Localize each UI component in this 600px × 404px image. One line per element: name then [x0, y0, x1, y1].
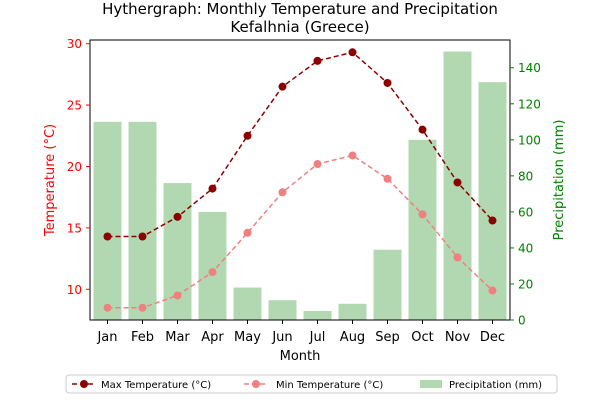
- x-tick-label-feb: Feb: [131, 330, 154, 345]
- left-tick-label: 20: [67, 160, 82, 174]
- max-temp-point-oct: [418, 125, 427, 134]
- legend-box: [65, 374, 558, 394]
- x-tick-label-jan: Jan: [96, 330, 117, 345]
- x-tick-label-oct: Oct: [411, 330, 433, 345]
- x-axis-label: Month: [280, 349, 321, 364]
- min-temp-point-aug: [348, 151, 357, 160]
- max-temp-point-apr: [208, 184, 217, 193]
- precipitation-bar-oct: [408, 139, 437, 320]
- legend-precipitation-swatch: [420, 380, 442, 388]
- min-temp-point-feb: [138, 303, 147, 312]
- min-temp-point-dec: [488, 286, 497, 295]
- left-axis: 10 15 20 25 30: [67, 37, 90, 297]
- legend-min-temp-marker: [252, 380, 260, 388]
- x-tick-label-nov: Nov: [445, 330, 471, 345]
- left-tick-label: 10: [67, 283, 82, 297]
- precipitation-bars: [93, 51, 507, 321]
- min-temp-point-nov: [453, 253, 462, 262]
- left-axis-label: Temperature (°C): [43, 124, 58, 237]
- right-tick-label: 120: [518, 97, 541, 111]
- precipitation-bar-mar: [163, 183, 192, 320]
- max-temp-point-jun: [278, 82, 287, 91]
- right-tick-label: 60: [518, 205, 533, 219]
- max-temp-point-jul: [313, 56, 322, 65]
- bottom-axis: Jan Feb Mar Apr May Jun Jul Aug Sep Oct Nov Dec: [96, 320, 505, 345]
- legend-max-temp-marker: [80, 380, 88, 388]
- precipitation-bar-jun: [268, 300, 297, 320]
- x-tick-label-jul: Jul: [309, 330, 326, 345]
- right-axis: 0 20 40 60 80 100 120 140: [510, 61, 541, 328]
- chart-title: Hythergraph: Monthly Temperature and Pre…: [102, 0, 498, 18]
- min-temp-line: [107, 154, 494, 309]
- right-tick-label: 20: [518, 277, 533, 291]
- right-tick-label: 0: [518, 314, 526, 328]
- min-temp-point-jul: [313, 160, 322, 169]
- max-temp-line: [107, 51, 494, 238]
- max-temp-point-jan: [103, 232, 112, 241]
- chart-legend: Max Temperature (°C) Min Temperature (°C)…: [65, 374, 558, 394]
- legend-min-temp-label: Min Temperature (°C): [276, 380, 383, 391]
- precipitation-bar-sep: [373, 249, 402, 320]
- chart-subtitle: Kefalhnia (Greece): [230, 18, 369, 36]
- x-tick-label-mar: Mar: [165, 330, 190, 345]
- min-temp-point-oct: [418, 210, 427, 219]
- x-tick-label-jun: Jun: [271, 330, 292, 345]
- right-tick-label: 40: [518, 241, 533, 255]
- x-tick-label-sep: Sep: [375, 330, 400, 345]
- max-temp-point-may: [243, 131, 252, 140]
- right-tick-label: 140: [518, 61, 541, 75]
- left-tick-label: 30: [67, 37, 82, 51]
- x-tick-label-may: May: [234, 330, 261, 345]
- max-temp-point-nov: [453, 178, 462, 187]
- min-temp-point-jan: [103, 303, 112, 312]
- right-tick-label: 100: [518, 133, 541, 147]
- min-temp-point-jun: [278, 188, 287, 197]
- min-temp-point-sep: [383, 174, 392, 183]
- precipitation-bar-dec: [478, 82, 507, 320]
- left-tick-label: 15: [67, 221, 82, 235]
- precipitation-bar-apr: [198, 211, 227, 320]
- max-temp-point-dec: [488, 216, 497, 225]
- max-temp-point-aug: [348, 48, 357, 57]
- min-temp-point-apr: [208, 268, 217, 277]
- right-tick-label: 80: [518, 169, 533, 183]
- x-tick-label-apr: Apr: [201, 330, 224, 345]
- plot-frame: [89, 39, 511, 321]
- legend-max-temp-label: Max Temperature (°C): [101, 380, 211, 391]
- right-axis-label: Precipitation (mm): [552, 120, 567, 241]
- left-tick-label: 25: [67, 99, 82, 113]
- legend-precipitation-label: Precipitation (mm): [449, 380, 542, 391]
- max-temp-point-feb: [138, 232, 147, 241]
- x-tick-label-dec: Dec: [480, 330, 505, 345]
- precipitation-bar-feb: [128, 121, 157, 320]
- precipitation-bar-aug: [338, 303, 367, 320]
- temperature-lines: [103, 48, 497, 312]
- x-tick-label-aug: Aug: [340, 330, 365, 345]
- min-temp-point-mar: [173, 291, 182, 300]
- max-temp-point-sep: [383, 78, 392, 87]
- max-temp-point-mar: [173, 212, 182, 221]
- precipitation-bar-jan: [93, 121, 122, 320]
- precipitation-bar-may: [233, 287, 262, 320]
- min-temp-point-may: [243, 228, 252, 237]
- precipitation-bar-jul: [303, 310, 332, 320]
